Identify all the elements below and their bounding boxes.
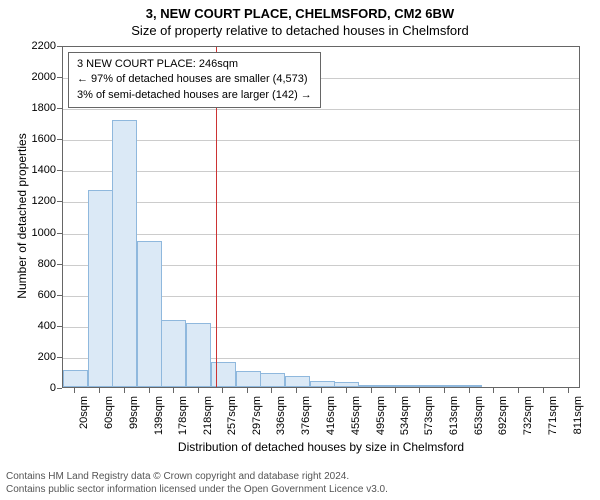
x-tick (74, 388, 75, 393)
y-tick (57, 357, 62, 358)
legend-line-3: 3% of semi-detached houses are larger (1… (77, 88, 312, 103)
x-tick (493, 388, 494, 393)
histogram-bar (211, 362, 236, 387)
y-tick (57, 233, 62, 234)
y-tick (57, 295, 62, 296)
grid-line-h (63, 109, 579, 110)
page-subtitle: Size of property relative to detached ho… (0, 21, 600, 38)
histogram-bar (186, 323, 211, 387)
x-tick (518, 388, 519, 393)
x-tick (99, 388, 100, 393)
x-tick-label: 455sqm (350, 396, 362, 444)
x-tick (198, 388, 199, 393)
footer-attribution: Contains HM Land Registry data © Crown c… (6, 470, 388, 496)
x-tick (444, 388, 445, 393)
histogram-bar (236, 371, 261, 387)
x-tick-label: 218sqm (202, 396, 214, 444)
legend-line-1: 3 NEW COURT PLACE: 246sqm (77, 57, 312, 72)
x-tick (149, 388, 150, 393)
histogram-bar (137, 241, 162, 387)
y-tick-label: 200 (22, 351, 56, 363)
histogram-bar (63, 370, 88, 387)
x-tick (296, 388, 297, 393)
x-tick (371, 388, 372, 393)
histogram-bar (88, 190, 113, 387)
x-tick-label: 653sqm (473, 396, 485, 444)
x-tick-label: 257sqm (226, 396, 238, 444)
x-tick-label: 416sqm (325, 396, 337, 444)
y-tick (57, 388, 62, 389)
x-tick-label: 732sqm (522, 396, 534, 444)
x-tick-label: 534sqm (399, 396, 411, 444)
x-tick-label: 692sqm (497, 396, 509, 444)
histogram-bar (383, 385, 408, 387)
y-tick (57, 139, 62, 140)
histogram-bar (310, 381, 335, 387)
x-tick (321, 388, 322, 393)
x-tick (247, 388, 248, 393)
y-tick-label: 800 (22, 258, 56, 270)
x-tick (346, 388, 347, 393)
y-tick-label: 2000 (22, 71, 56, 83)
y-axis-label: Number of detached properties (15, 116, 29, 316)
y-tick (57, 77, 62, 78)
footer-line-2: Contains public sector information licen… (6, 483, 388, 496)
x-tick-label: 613sqm (448, 396, 460, 444)
x-tick-label: 573sqm (423, 396, 435, 444)
x-tick-label: 60sqm (103, 396, 115, 444)
legend-box: 3 NEW COURT PLACE: 246sqm ← 97% of detac… (68, 52, 321, 108)
x-tick-label: 178sqm (177, 396, 189, 444)
legend-line-2: ← 97% of detached houses are smaller (4,… (77, 72, 312, 87)
x-tick-label: 139sqm (153, 396, 165, 444)
page-title: 3, NEW COURT PLACE, CHELMSFORD, CM2 6BW (0, 0, 600, 21)
x-tick (124, 388, 125, 393)
y-tick (57, 201, 62, 202)
histogram-bar (458, 385, 483, 387)
x-tick-label: 336sqm (275, 396, 287, 444)
y-tick-label: 400 (22, 320, 56, 332)
x-tick-label: 20sqm (78, 396, 90, 444)
grid-line-h (63, 140, 579, 141)
x-tick (568, 388, 569, 393)
y-tick-label: 1200 (22, 195, 56, 207)
y-tick (57, 326, 62, 327)
y-tick-label: 1400 (22, 164, 56, 176)
y-tick (57, 170, 62, 171)
y-tick-label: 600 (22, 289, 56, 301)
y-tick (57, 264, 62, 265)
histogram-bar (334, 382, 359, 387)
x-tick (271, 388, 272, 393)
histogram-bar (359, 385, 384, 387)
x-tick-label: 297sqm (251, 396, 263, 444)
x-tick (469, 388, 470, 393)
histogram-bar (433, 385, 458, 387)
y-tick-label: 1600 (22, 133, 56, 145)
grid-line-h (63, 202, 579, 203)
x-tick-label: 495sqm (375, 396, 387, 444)
x-tick-label: 771sqm (547, 396, 559, 444)
histogram-bar (408, 385, 433, 387)
x-tick-label: 99sqm (128, 396, 140, 444)
histogram-bar (260, 373, 285, 387)
x-tick (222, 388, 223, 393)
histogram-bar (112, 120, 137, 387)
footer-line-1: Contains HM Land Registry data © Crown c… (6, 470, 388, 483)
x-tick-label: 811sqm (572, 396, 584, 444)
y-tick-label: 1000 (22, 227, 56, 239)
y-tick-label: 1800 (22, 102, 56, 114)
grid-line-h (63, 234, 579, 235)
y-tick (57, 108, 62, 109)
grid-line-h (63, 171, 579, 172)
x-tick (173, 388, 174, 393)
histogram-bar (285, 376, 310, 387)
x-tick (419, 388, 420, 393)
x-tick (543, 388, 544, 393)
histogram-bar (161, 320, 186, 387)
y-tick-label: 0 (22, 382, 56, 394)
y-tick (57, 46, 62, 47)
y-tick-label: 2200 (22, 40, 56, 52)
x-tick (395, 388, 396, 393)
x-tick-label: 376sqm (300, 396, 312, 444)
